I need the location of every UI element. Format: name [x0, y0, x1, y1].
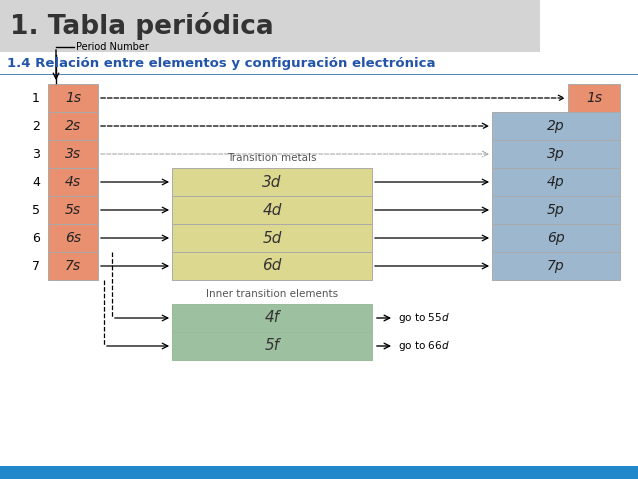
Text: 1. Tabla periódica: 1. Tabla periódica	[10, 12, 274, 40]
Text: 7: 7	[32, 260, 40, 273]
Text: 7s: 7s	[65, 259, 81, 273]
Bar	[0, 52, 638, 74]
Text: 4f: 4f	[264, 310, 279, 326]
Bar	[0, 73, 638, 75]
Bar	[492, 224, 620, 252]
Text: 4s: 4s	[65, 175, 81, 189]
Bar	[48, 196, 98, 224]
Bar	[48, 252, 98, 280]
Bar	[48, 224, 98, 252]
Text: go to 66$\it{d}$: go to 66$\it{d}$	[398, 339, 450, 353]
Bar	[48, 84, 98, 112]
Bar	[172, 196, 372, 224]
Bar	[0, 466, 638, 479]
Text: 1.4 Relación entre elementos y configuración electrónica: 1.4 Relación entre elementos y configura…	[7, 57, 436, 69]
Text: go to 55$\it{d}$: go to 55$\it{d}$	[398, 311, 450, 325]
Text: 7p: 7p	[547, 259, 565, 273]
Text: Transition metals: Transition metals	[227, 153, 316, 163]
Text: 1s: 1s	[586, 91, 602, 105]
Text: 3p: 3p	[547, 147, 565, 161]
Text: 5d: 5d	[262, 230, 282, 246]
Bar	[172, 252, 372, 280]
Bar	[492, 252, 620, 280]
Text: 6s: 6s	[65, 231, 81, 245]
Text: 6p: 6p	[547, 231, 565, 245]
Text: Period Number: Period Number	[76, 42, 149, 52]
Text: 4p: 4p	[547, 175, 565, 189]
Text: 4: 4	[32, 175, 40, 189]
Bar	[172, 168, 372, 196]
Text: Inner transition elements: Inner transition elements	[206, 289, 338, 299]
Bar	[0, 0, 540, 52]
Text: 5p: 5p	[547, 203, 565, 217]
Bar	[492, 140, 620, 168]
Text: 6d: 6d	[262, 259, 282, 274]
Bar	[172, 304, 372, 332]
Text: 3d: 3d	[262, 174, 282, 190]
Text: 5s: 5s	[65, 203, 81, 217]
Bar	[568, 84, 620, 112]
Bar	[492, 112, 620, 140]
Text: 1: 1	[32, 91, 40, 104]
Text: 1s: 1s	[65, 91, 81, 105]
Text: 3s: 3s	[65, 147, 81, 161]
Bar	[492, 196, 620, 224]
Bar	[172, 332, 372, 360]
Bar	[48, 112, 98, 140]
Text: 5f: 5f	[264, 339, 279, 354]
Bar	[48, 168, 98, 196]
Bar	[172, 224, 372, 252]
Bar	[492, 168, 620, 196]
Text: 2p: 2p	[547, 119, 565, 133]
Text: 2s: 2s	[65, 119, 81, 133]
Text: 6: 6	[32, 231, 40, 244]
Bar	[48, 140, 98, 168]
Text: 4d: 4d	[262, 203, 282, 217]
Text: 5: 5	[32, 204, 40, 217]
Text: 2: 2	[32, 119, 40, 133]
Text: 3: 3	[32, 148, 40, 160]
